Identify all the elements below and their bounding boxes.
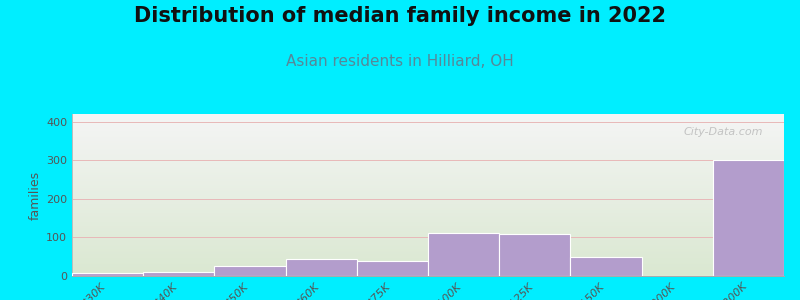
Y-axis label: families: families [29,170,42,220]
Bar [214,266,286,276]
Text: Distribution of median family income in 2022: Distribution of median family income in … [134,6,666,26]
Bar [499,234,570,276]
Text: Asian residents in Hilliard, OH: Asian residents in Hilliard, OH [286,54,514,69]
Bar [713,160,784,276]
Bar [72,273,143,276]
Bar [286,259,357,276]
Text: City-Data.com: City-Data.com [683,127,762,137]
Bar [428,233,499,276]
Bar [143,272,214,276]
Bar [570,257,642,276]
Bar [357,261,428,276]
